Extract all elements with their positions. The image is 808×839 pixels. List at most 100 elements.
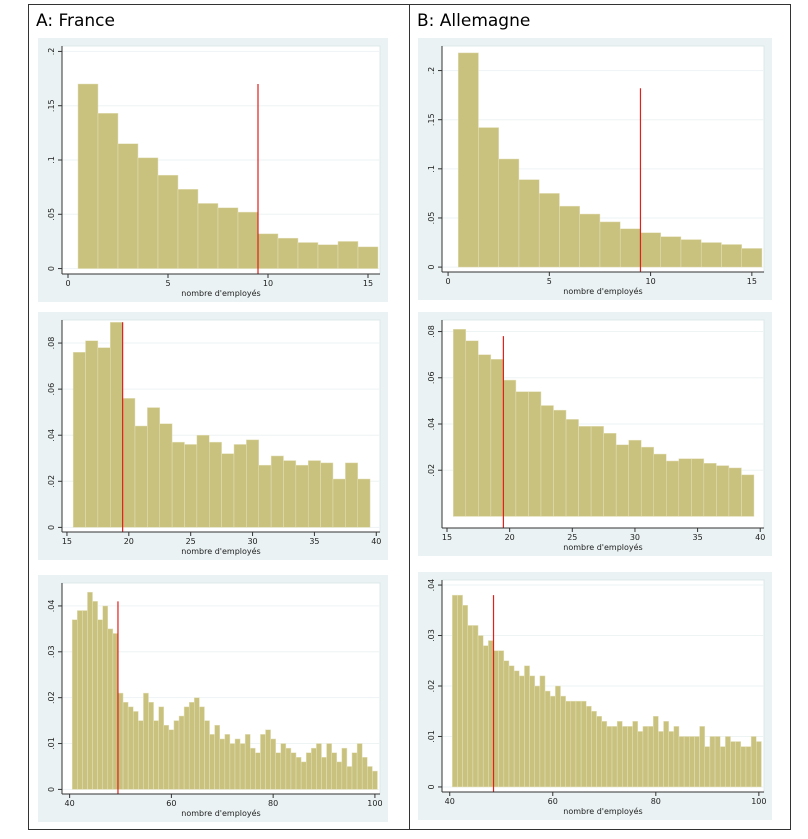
- bar: [295, 757, 302, 790]
- bar: [560, 695, 566, 788]
- bar: [127, 706, 134, 790]
- bar: [490, 359, 504, 517]
- bar: [265, 729, 271, 790]
- bar: [317, 244, 339, 269]
- bar: [361, 757, 368, 790]
- bar: [77, 610, 83, 790]
- y-tick-label: .03: [427, 629, 436, 642]
- bar: [714, 736, 721, 788]
- bar: [694, 736, 700, 788]
- bar: [177, 189, 199, 269]
- x-tick-label: 20: [505, 533, 515, 542]
- x-tick-label: 100: [367, 799, 382, 808]
- bar: [257, 233, 279, 269]
- bar: [112, 633, 119, 790]
- bar: [305, 752, 312, 790]
- bar: [493, 650, 499, 788]
- bar: [482, 645, 489, 788]
- bar: [519, 675, 525, 788]
- bar: [699, 726, 706, 788]
- bar: [107, 628, 114, 790]
- bar: [565, 419, 579, 517]
- y-tick-label: .08: [47, 337, 56, 350]
- bar: [555, 685, 561, 788]
- bar: [750, 736, 757, 788]
- bar: [326, 743, 332, 790]
- y-tick-label: .06: [47, 383, 56, 396]
- bar: [570, 700, 577, 788]
- bar: [336, 761, 343, 790]
- bar: [239, 743, 246, 790]
- bar: [498, 158, 520, 268]
- bar: [138, 720, 144, 790]
- bar: [735, 741, 742, 788]
- x-tick-label: 0: [65, 279, 70, 288]
- x-axis-label: nombre d'employés: [563, 806, 642, 816]
- y-tick-label: .2: [427, 67, 436, 75]
- bar: [719, 746, 726, 788]
- bar: [615, 444, 629, 517]
- bar: [163, 724, 170, 790]
- x-tick-label: 80: [651, 797, 661, 806]
- bar: [528, 391, 542, 517]
- bar: [168, 729, 175, 790]
- bar: [660, 236, 682, 268]
- x-tick-label: 25: [567, 533, 577, 542]
- panel-header: B: Allemagne: [417, 11, 530, 31]
- bar: [503, 660, 510, 788]
- bar: [97, 619, 103, 790]
- bar: [331, 752, 338, 790]
- bar: [683, 736, 690, 788]
- bar: [320, 462, 334, 528]
- y-tick-label: .08: [427, 325, 436, 338]
- bar: [678, 736, 685, 788]
- bar: [196, 434, 210, 528]
- bar: [515, 391, 529, 517]
- bar: [725, 736, 731, 788]
- y-tick-label: .05: [427, 212, 436, 225]
- y-tick-label: 0: [47, 787, 56, 792]
- y-tick-label: 0: [47, 266, 56, 271]
- bar: [627, 726, 633, 788]
- y-tick-label: .15: [427, 113, 436, 126]
- bar: [357, 478, 371, 528]
- y-tick-label: .02: [47, 475, 56, 488]
- bar: [233, 444, 247, 528]
- bar: [337, 241, 359, 269]
- bar: [117, 143, 139, 269]
- bar: [280, 743, 287, 790]
- x-tick-label: 40: [445, 797, 455, 806]
- bar: [159, 423, 173, 528]
- bar: [478, 127, 499, 268]
- bar: [596, 716, 602, 788]
- y-tick-label: .06: [427, 371, 436, 384]
- bar: [199, 706, 205, 790]
- bar: [367, 766, 373, 790]
- y-tick-label: .01: [47, 737, 56, 750]
- bar: [357, 246, 379, 269]
- bar: [97, 113, 119, 269]
- bar: [575, 700, 582, 788]
- y-tick-label: .02: [47, 691, 56, 704]
- bar: [97, 347, 111, 528]
- x-tick-label: 0: [446, 277, 451, 286]
- x-tick-label: 40: [371, 537, 381, 546]
- panel-header: A: France: [36, 11, 115, 31]
- y-tick-label: .1: [427, 165, 436, 173]
- x-tick-label: 30: [247, 537, 257, 546]
- bar: [704, 746, 711, 788]
- bar: [224, 734, 231, 790]
- bar: [603, 432, 617, 517]
- bar: [122, 702, 129, 790]
- bar: [606, 726, 613, 788]
- x-tick-label: 100: [751, 797, 766, 806]
- bar: [372, 770, 378, 790]
- bar: [72, 352, 86, 528]
- bar: [540, 405, 554, 517]
- bar: [316, 743, 322, 790]
- bar: [122, 398, 136, 528]
- bar: [619, 228, 641, 268]
- bar: [143, 692, 149, 790]
- bar: [518, 179, 540, 268]
- x-tick-label: 30: [630, 533, 640, 542]
